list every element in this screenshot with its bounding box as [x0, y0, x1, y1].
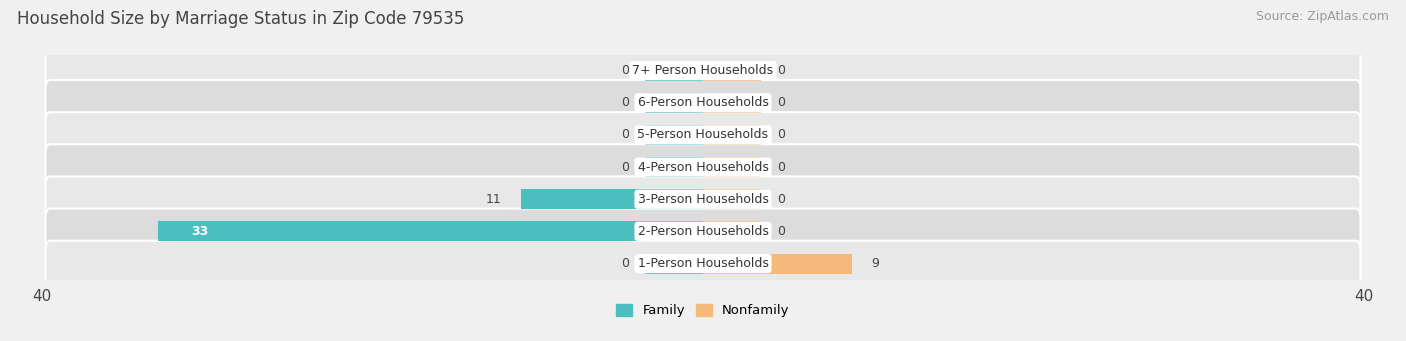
Text: 0: 0 [620, 129, 628, 142]
Text: 0: 0 [778, 225, 786, 238]
Text: Source: ZipAtlas.com: Source: ZipAtlas.com [1256, 10, 1389, 23]
Bar [703, 189, 761, 209]
Bar [645, 157, 703, 177]
Text: 11: 11 [485, 193, 502, 206]
FancyBboxPatch shape [45, 144, 1361, 190]
Text: 0: 0 [778, 96, 786, 109]
Text: 33: 33 [191, 225, 208, 238]
Text: Household Size by Marriage Status in Zip Code 79535: Household Size by Marriage Status in Zip… [17, 10, 464, 28]
Text: 5-Person Households: 5-Person Households [637, 129, 769, 142]
FancyBboxPatch shape [45, 80, 1361, 125]
FancyBboxPatch shape [45, 209, 1361, 254]
Text: 9: 9 [872, 257, 879, 270]
Bar [645, 93, 703, 113]
Bar [703, 125, 761, 145]
Text: 0: 0 [778, 161, 786, 174]
Text: 0: 0 [778, 64, 786, 77]
FancyBboxPatch shape [45, 112, 1361, 158]
Text: 0: 0 [620, 257, 628, 270]
Legend: Family, Nonfamily: Family, Nonfamily [612, 299, 794, 323]
Text: 7+ Person Households: 7+ Person Households [633, 64, 773, 77]
Text: 0: 0 [620, 161, 628, 174]
Text: 6-Person Households: 6-Person Households [637, 96, 769, 109]
Bar [703, 221, 761, 241]
Text: 0: 0 [778, 129, 786, 142]
Bar [645, 125, 703, 145]
Bar [645, 61, 703, 80]
Text: 0: 0 [778, 193, 786, 206]
Text: 0: 0 [620, 64, 628, 77]
Bar [645, 254, 703, 273]
FancyBboxPatch shape [45, 241, 1361, 286]
Bar [703, 61, 761, 80]
Bar [703, 254, 852, 273]
Bar [703, 157, 761, 177]
FancyBboxPatch shape [45, 176, 1361, 222]
Text: 4-Person Households: 4-Person Households [637, 161, 769, 174]
Bar [703, 93, 761, 113]
Text: 1-Person Households: 1-Person Households [637, 257, 769, 270]
Bar [157, 221, 703, 241]
Text: 0: 0 [620, 96, 628, 109]
Bar [522, 189, 703, 209]
Text: 3-Person Households: 3-Person Households [637, 193, 769, 206]
FancyBboxPatch shape [45, 48, 1361, 93]
Text: 2-Person Households: 2-Person Households [637, 225, 769, 238]
